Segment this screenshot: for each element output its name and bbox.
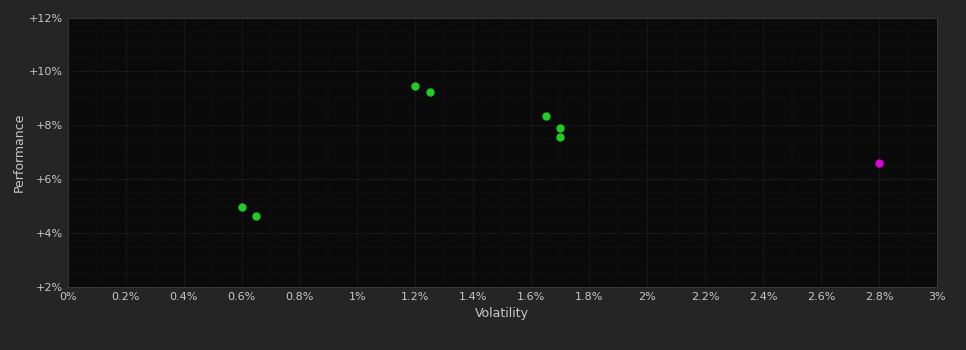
Point <box>234 205 249 210</box>
Y-axis label: Performance: Performance <box>13 113 26 192</box>
Point <box>871 160 887 166</box>
Point <box>553 135 568 140</box>
Point <box>408 83 423 89</box>
X-axis label: Volatility: Volatility <box>475 307 529 320</box>
Point <box>422 89 438 95</box>
Point <box>553 125 568 131</box>
Point <box>538 113 554 119</box>
Point <box>248 213 264 218</box>
